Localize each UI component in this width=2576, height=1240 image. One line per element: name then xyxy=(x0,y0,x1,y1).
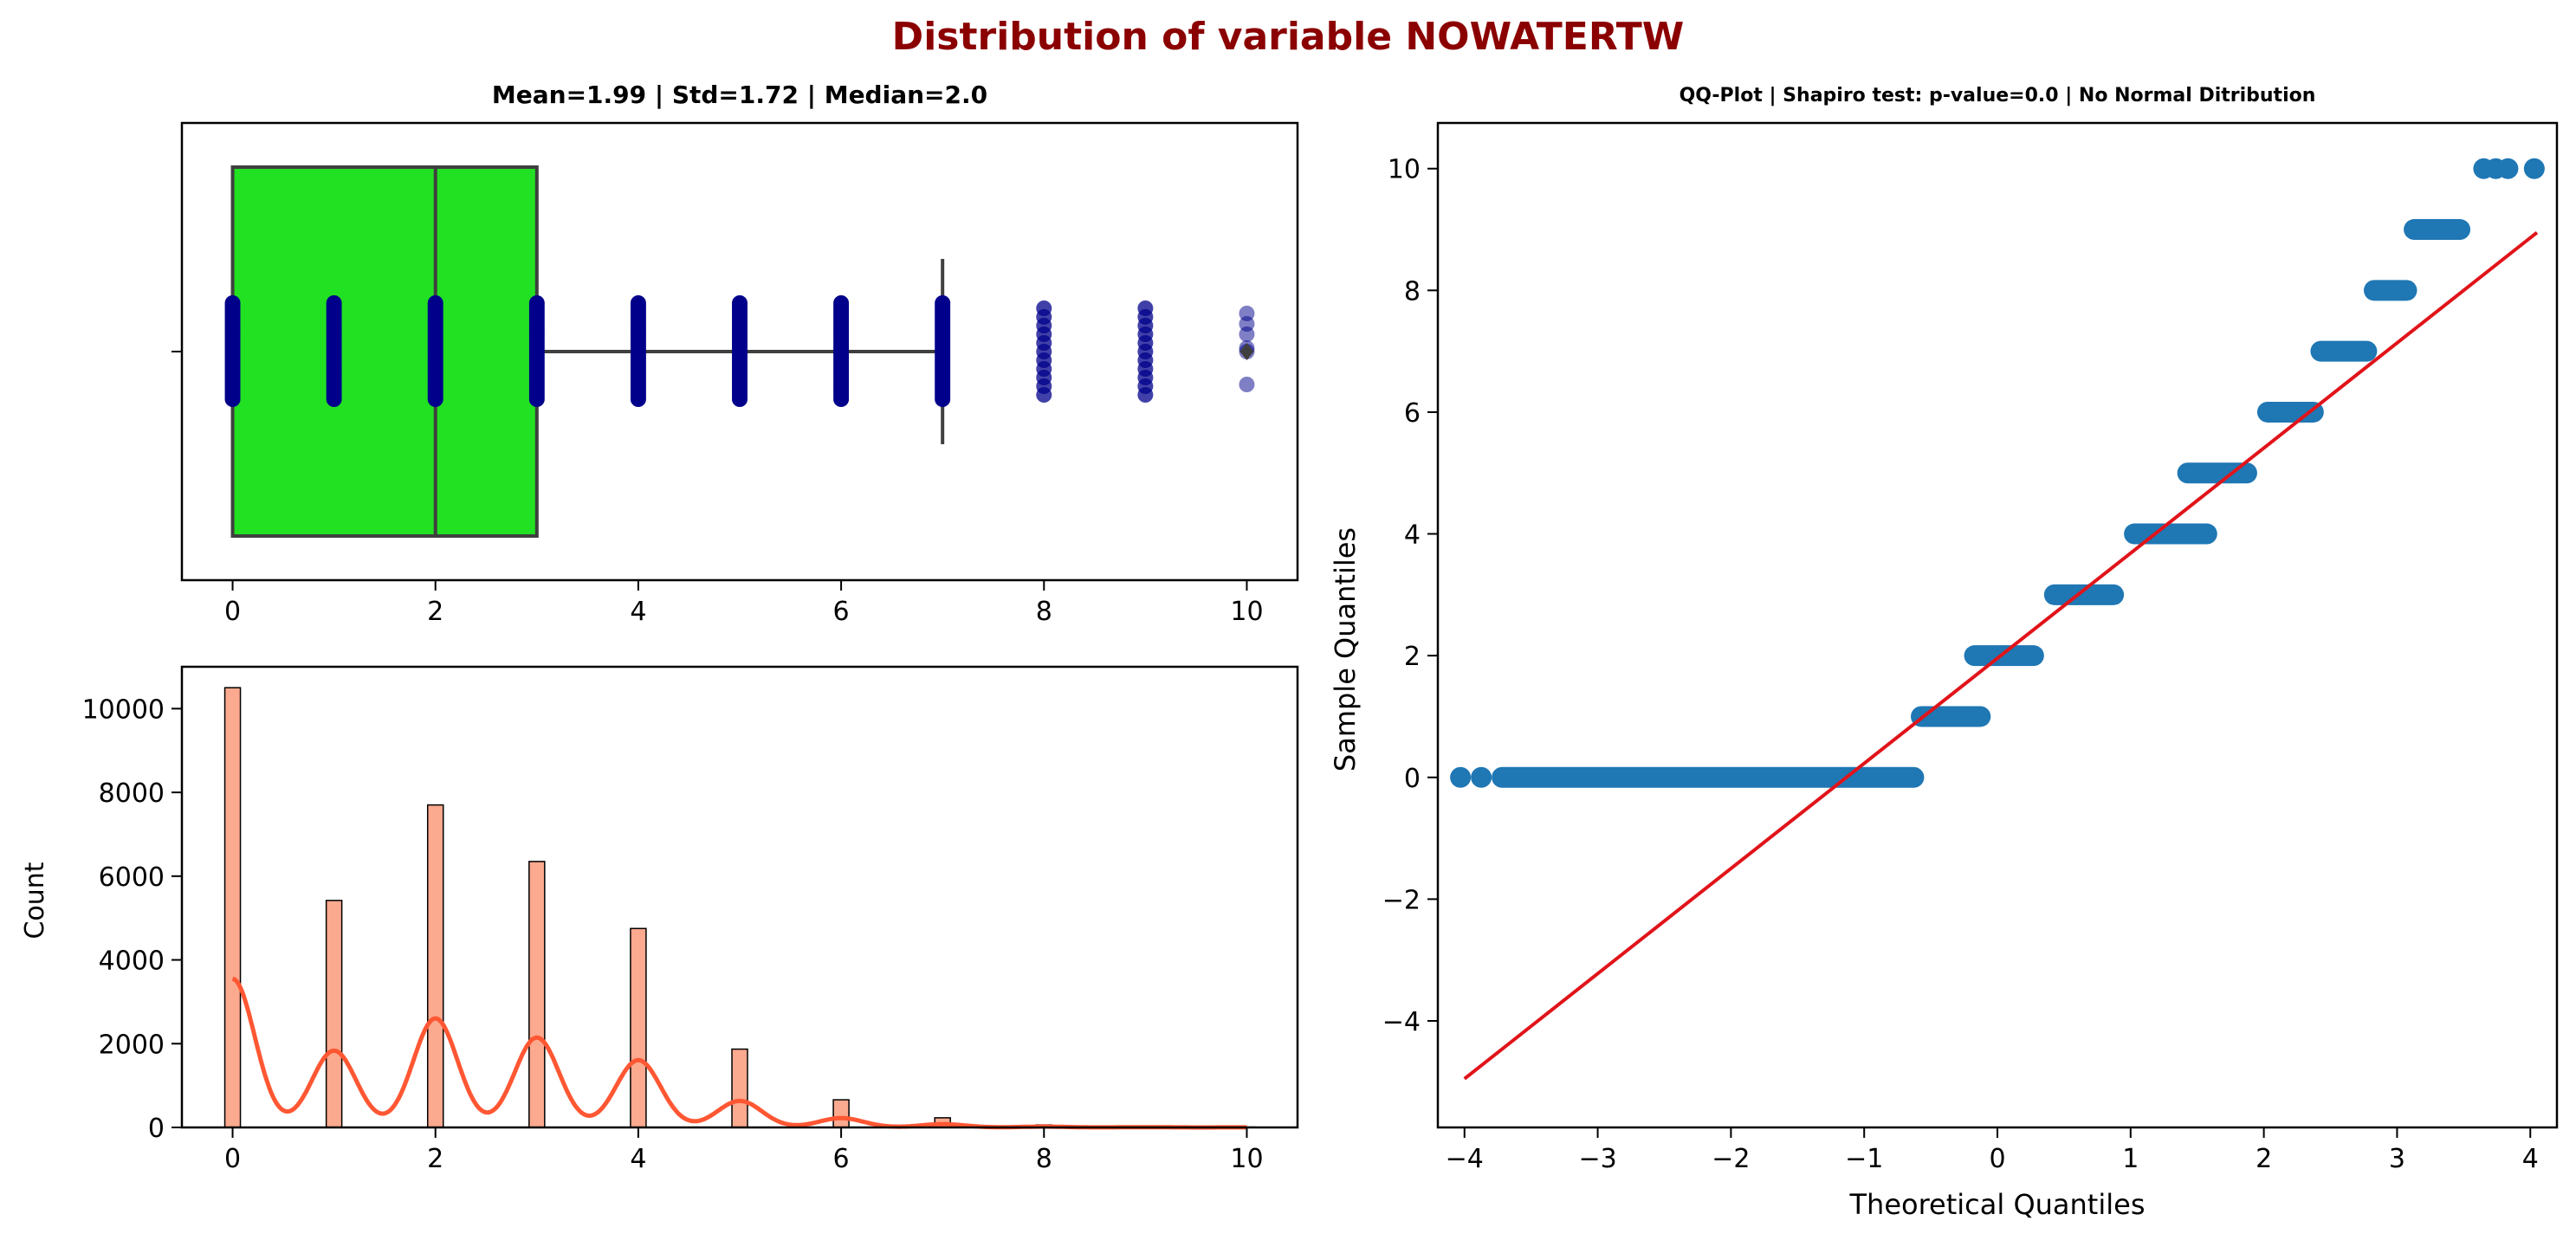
qq-point-run xyxy=(2177,462,2257,484)
x-tick-label: 0 xyxy=(224,1144,241,1174)
qq-reference-line xyxy=(1463,230,2539,1081)
box xyxy=(230,165,539,538)
x-tick-label: −3 xyxy=(1578,1144,1616,1174)
x-tick-label: 1 xyxy=(2122,1144,2139,1174)
y-tick-label: 4 xyxy=(1404,520,1421,551)
y-tick-label: 6000 xyxy=(99,862,165,893)
qq-point-run xyxy=(2124,523,2217,545)
x-tick-label: −2 xyxy=(1712,1144,1750,1174)
x-tick-label: 6 xyxy=(833,597,850,627)
x-tick-label: 2 xyxy=(2256,1144,2272,1174)
y-tick-label: 10 xyxy=(1388,155,1421,185)
histogram-bar xyxy=(731,1048,748,1128)
strip-point xyxy=(1137,387,1154,403)
y-tick-label: 8000 xyxy=(99,778,165,809)
y-tick-label: 6 xyxy=(1404,398,1421,429)
x-tick-label: 2 xyxy=(427,597,443,627)
y-tick-label: 10000 xyxy=(82,694,165,725)
qqplot-panel: QQ-Plot | Shapiro test: p-value=0.0 | No… xyxy=(1329,85,2559,1221)
figure-title: Distribution of variable NOWATERTW xyxy=(892,15,1685,59)
qq-point-run xyxy=(2404,219,2471,241)
y-tick-label: 8 xyxy=(1404,276,1421,307)
strip-point xyxy=(224,391,241,407)
strip-point xyxy=(528,391,545,407)
strip-point xyxy=(326,391,342,407)
histogram-bar xyxy=(528,861,546,1128)
boxplot-plot-area: 0 2 4 6 8 10 xyxy=(172,121,1299,627)
x-tick-label: 0 xyxy=(1989,1144,2005,1174)
y-tick-label: −2 xyxy=(1382,885,1421,915)
boxplot-title: Mean=1.99 | Std=1.72 | Median=2.0 xyxy=(492,81,987,109)
qq-point-run xyxy=(2310,340,2378,362)
qq-point xyxy=(2523,158,2545,179)
strip-point xyxy=(732,391,748,407)
qq-point-run xyxy=(2256,401,2324,423)
histogram-plot-area: 0 2 4 6 8 10 0 2000 4000 6000 8000 10000 xyxy=(82,665,1299,1174)
x-tick-label: 2 xyxy=(427,1144,443,1174)
histogram-bar xyxy=(630,927,647,1128)
histogram-frame xyxy=(180,665,1299,1129)
histogram-ylabel: Count xyxy=(20,862,50,939)
histogram-bar xyxy=(426,804,444,1128)
boxplot-panel: Mean=1.99 | Std=1.72 | Median=2.0 0 2 4 6 8 1… xyxy=(172,81,1299,627)
qqplot-ylabel: Sample Quantiles xyxy=(1329,527,1362,772)
y-tick-label: −4 xyxy=(1382,1007,1421,1037)
x-tick-label: 4 xyxy=(630,597,646,627)
x-tick-label: 3 xyxy=(2389,1144,2405,1174)
strip-point xyxy=(833,391,850,407)
y-tick-label: 0 xyxy=(1404,764,1421,794)
qq-point-run xyxy=(1492,766,1925,788)
histogram-bar xyxy=(325,900,343,1128)
qqplot-plot-area: −4 −3 −2 −1 0 1 2 3 4 −4 −2 0 2 4 6 8 10 xyxy=(1382,121,2559,1174)
strip-point xyxy=(1036,387,1052,403)
x-tick-label: 6 xyxy=(833,1144,850,1174)
x-tick-label: 4 xyxy=(630,1144,646,1174)
qq-point-run xyxy=(1964,645,2044,667)
x-tick-label: 10 xyxy=(1230,597,1263,627)
x-tick-label: 10 xyxy=(1230,1144,1263,1174)
x-tick-label: 4 xyxy=(2522,1144,2539,1174)
x-tick-label: 8 xyxy=(1036,1144,1052,1174)
strip-point xyxy=(935,391,951,407)
qqplot-xlabel: Theoretical Quantiles xyxy=(1849,1188,2146,1221)
qqplot-frame xyxy=(1436,121,2559,1129)
y-tick-label: 2000 xyxy=(99,1030,165,1060)
y-tick-label: 4000 xyxy=(99,946,165,977)
qq-point-run xyxy=(2043,584,2125,605)
outlier-marker xyxy=(1239,343,1254,360)
x-tick-label: −1 xyxy=(1845,1144,1883,1174)
qq-point xyxy=(2497,158,2519,179)
strip-point xyxy=(1239,326,1255,342)
histogram-bar xyxy=(832,1099,850,1128)
qq-point xyxy=(1471,766,1492,788)
qq-point-run xyxy=(2363,280,2417,301)
histogram-panel: Count 0 2 4 6 8 10 0 2000 4000 6000 8000 10000 xyxy=(20,665,1299,1174)
x-tick-label: 0 xyxy=(224,597,241,627)
strip-point xyxy=(1239,377,1255,392)
x-tick-label: −4 xyxy=(1446,1144,1484,1174)
strip-point xyxy=(427,391,443,407)
histogram-bar xyxy=(223,687,242,1128)
y-tick-label: 0 xyxy=(148,1114,165,1144)
strip-point xyxy=(630,391,646,407)
qq-point xyxy=(1450,766,1472,788)
y-tick-label: 2 xyxy=(1404,642,1421,672)
x-tick-label: 8 xyxy=(1036,597,1052,627)
qqplot-title: QQ-Plot | Shapiro test: p-value=0.0 | No… xyxy=(1680,85,2316,107)
